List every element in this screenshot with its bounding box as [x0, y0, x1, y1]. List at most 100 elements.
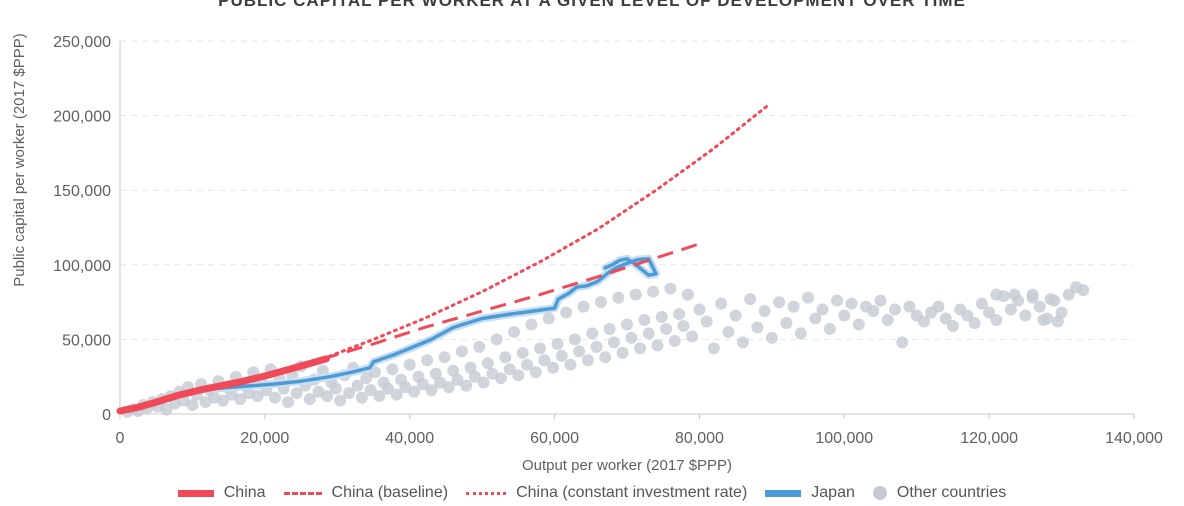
other-country-point	[442, 381, 455, 394]
series-lines	[116, 103, 770, 415]
other-country-point	[421, 354, 434, 367]
other-country-point	[355, 391, 368, 404]
other-country-point	[547, 361, 560, 374]
other-country-point	[968, 316, 981, 329]
other-country-point	[845, 297, 858, 310]
other-country-point	[473, 340, 486, 353]
other-country-point	[268, 391, 281, 404]
other-country-point	[186, 399, 199, 412]
other-country-point	[477, 376, 490, 389]
other-country-point	[715, 297, 728, 310]
legend-label: China (baseline)	[331, 484, 449, 501]
other-country-point	[773, 296, 786, 309]
other-country-point	[736, 336, 749, 349]
other-country-point	[700, 315, 713, 328]
other-country-point	[1026, 288, 1039, 301]
legend-item-japan: Japan	[765, 484, 855, 502]
other-country-point	[983, 306, 996, 319]
chart-title: PUBLIC CAPITAL PER WORKER AT A GIVEN LEV…	[218, 0, 966, 10]
legend-label: Japan	[811, 484, 855, 501]
legend-label: Other countries	[896, 484, 1007, 501]
x-tick-label: 0	[116, 430, 125, 447]
legend-label: China	[223, 484, 266, 501]
other-country-point	[577, 300, 590, 313]
other-country-point	[616, 346, 629, 359]
other-country-point	[1033, 300, 1046, 313]
other-country-point	[251, 390, 264, 403]
other-country-point	[460, 379, 473, 392]
x-tick-label: 40,000	[385, 430, 434, 447]
other-country-point	[234, 393, 247, 406]
other-country-point	[647, 285, 660, 298]
other-country-point	[946, 319, 959, 332]
other-country-point	[874, 294, 887, 307]
other-country-point	[707, 342, 720, 355]
legend-item-china-baseline: China (baseline)	[283, 484, 449, 502]
y-tick-label: 250,000	[53, 34, 111, 51]
other-country-point	[373, 390, 386, 403]
other-country-point	[765, 331, 778, 344]
other-country-point	[468, 370, 481, 383]
other-country-point	[823, 322, 836, 335]
other-country-point	[634, 342, 647, 355]
legend-swatch-circle	[872, 486, 887, 500]
other-country-point	[990, 314, 1003, 327]
other-country-point	[534, 342, 547, 355]
legend-item-china: China	[177, 484, 266, 502]
other-country-point	[599, 351, 612, 364]
other-country-point	[612, 291, 625, 304]
other-country-point	[838, 309, 851, 322]
other-country-point	[668, 334, 681, 347]
other-country-point	[481, 357, 494, 370]
legend-swatch-dashed	[283, 491, 322, 495]
other-country-point	[429, 367, 442, 380]
other-country-point	[629, 288, 642, 301]
other-country-point	[903, 300, 916, 313]
other-country-point	[686, 330, 699, 343]
other-country-point	[555, 349, 568, 362]
other-country-point	[1037, 314, 1050, 327]
other-country-point	[464, 361, 477, 374]
other-country-point	[551, 337, 564, 350]
legend-swatch-solid	[177, 489, 214, 497]
other-country-point	[722, 325, 735, 338]
other-country-point	[303, 393, 316, 406]
other-country-point	[681, 288, 694, 301]
other-country-point	[503, 363, 516, 376]
other-country-point	[160, 403, 173, 416]
other-country-point	[794, 327, 807, 340]
other-country-point	[516, 346, 529, 359]
other-country-point	[802, 291, 815, 304]
other-country-point	[673, 308, 686, 321]
other-country-point	[568, 333, 581, 346]
other-country-point	[939, 312, 952, 325]
y-tick-label: 0	[102, 407, 111, 424]
other-country-point	[490, 333, 503, 346]
y-tick-label: 100,000	[53, 258, 111, 275]
other-country-point	[282, 396, 295, 409]
x-axis-label: Output per worker (2017 $PPP)	[522, 457, 732, 474]
other-country-point	[625, 331, 638, 344]
x-tick-label: 120,000	[960, 430, 1018, 447]
other-country-point	[621, 318, 633, 331]
other-country-point	[780, 316, 793, 329]
other-country-point	[381, 382, 394, 395]
other-country-point	[1004, 303, 1017, 316]
other-country-point	[677, 319, 690, 332]
other-country-point	[896, 336, 909, 349]
other-country-point	[729, 309, 742, 322]
other-country-point	[403, 358, 416, 371]
other-country-point	[607, 336, 620, 349]
other-country-point	[831, 294, 844, 307]
other-country-point	[660, 322, 673, 335]
other-country-point	[390, 388, 403, 401]
other-country-point	[809, 312, 822, 325]
other-country-point	[512, 369, 525, 382]
other-country-point	[560, 306, 573, 319]
other-country-point	[521, 358, 534, 371]
legend-swatch-japan	[765, 489, 802, 497]
other-country-point	[573, 345, 586, 358]
axes: 0 50,000 100,000 150,000 200,000 250,000 0 20,0…	[53, 34, 1163, 447]
other-country-point	[525, 318, 538, 331]
